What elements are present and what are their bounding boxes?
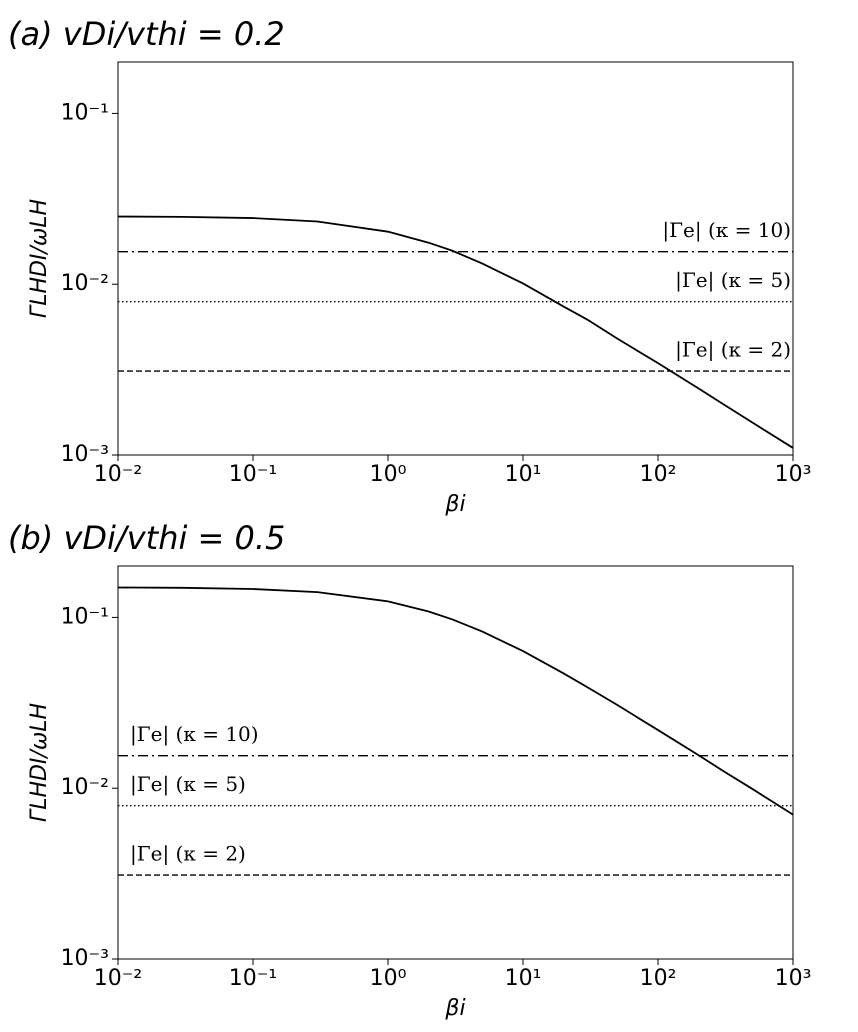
panel-title: (b) vDi/vthi = 0.5 [8, 519, 285, 557]
x-axis-label: βi [444, 996, 465, 1021]
threshold-label: |Γe| (κ = 2) [130, 842, 246, 867]
y-tick-label: 10⁻¹ [61, 100, 109, 125]
threshold-label: |Γe| (κ = 10) [130, 722, 259, 747]
threshold-label: |Γe| (κ = 5) [675, 268, 791, 293]
x-tick-label: 10⁰ [370, 966, 407, 991]
x-tick-label: 10¹ [505, 966, 542, 991]
y-tick-label: 10⁻² [61, 775, 109, 800]
x-tick-label: 10² [640, 966, 677, 991]
threshold-label: |Γe| (κ = 5) [130, 772, 246, 797]
threshold-label: |Γe| (κ = 2) [675, 338, 791, 363]
x-tick-label: 10⁻² [94, 966, 142, 991]
x-tick-label: 10⁰ [370, 462, 407, 487]
x-tick-label: 10³ [775, 966, 812, 991]
y-tick-label: 10⁻³ [61, 946, 109, 971]
x-tick-label: 10⁻¹ [229, 966, 277, 991]
x-tick-label: 10⁻² [94, 462, 142, 487]
y-tick-label: 10⁻³ [61, 442, 109, 467]
y-axis-label: ΓLHDI/ωLH [27, 703, 52, 822]
plot-frame [117, 565, 794, 960]
y-tick-label: 10⁻¹ [61, 604, 109, 629]
panel-title: (a) vDi/vthi = 0.2 [8, 15, 285, 53]
curve [117, 215, 794, 449]
x-tick-label: 10⁻¹ [229, 462, 277, 487]
x-tick-label: 10³ [775, 462, 812, 487]
y-axis-label: ΓLHDI/ωLH [27, 199, 52, 318]
x-axis-label: βi [444, 492, 465, 517]
x-tick-label: 10² [640, 462, 677, 487]
x-tick-label: 10¹ [505, 462, 542, 487]
threshold-label: |Γe| (κ = 10) [662, 218, 791, 243]
plot-frame [117, 61, 794, 456]
y-tick-label: 10⁻² [61, 271, 109, 296]
curve [117, 586, 794, 816]
